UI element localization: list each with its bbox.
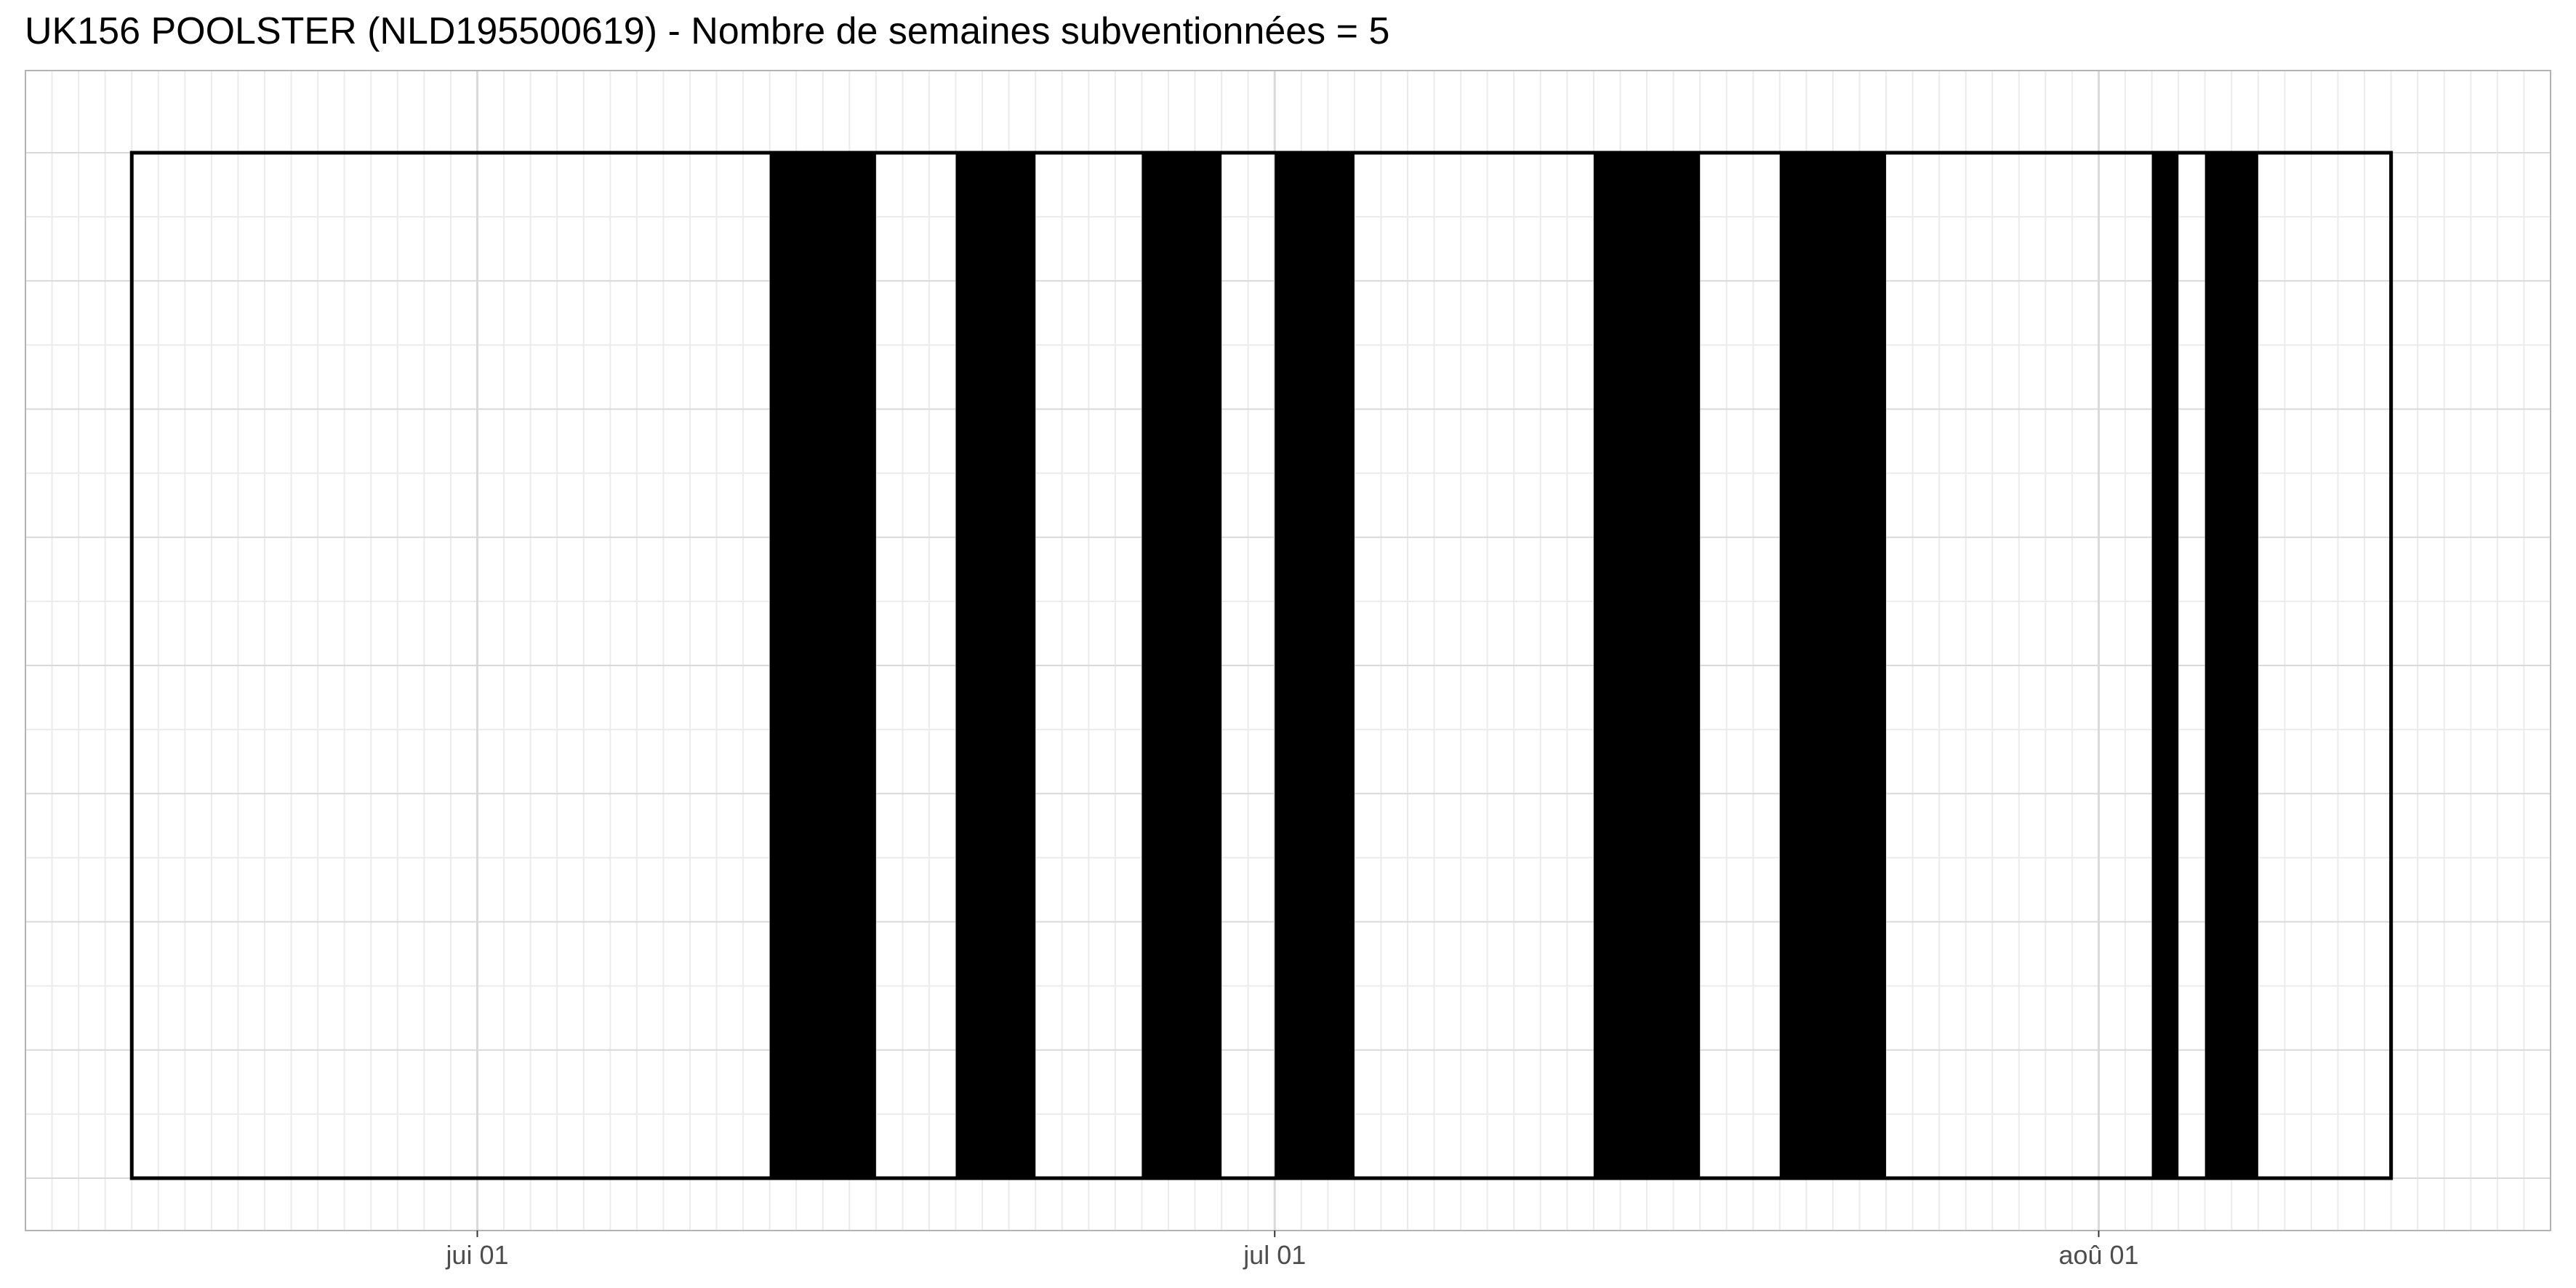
filled-period-bar xyxy=(769,153,876,1178)
filled-period-bar xyxy=(1779,153,1887,1178)
x-tick-label: jui 01 xyxy=(445,1240,508,1270)
filled-period-bar xyxy=(2204,153,2258,1178)
filled-period-bar xyxy=(1275,153,1355,1178)
x-tick-label: jul 01 xyxy=(1243,1240,1306,1270)
filled-period-bar xyxy=(1141,153,1222,1178)
x-tick-label: aoû 01 xyxy=(2058,1240,2138,1270)
panel-border xyxy=(25,70,2551,1231)
period-outline xyxy=(129,151,2394,1180)
axis-ticks-group: jui 01 jul 01 aoû 01 xyxy=(445,1231,2139,1270)
filled-period-bar xyxy=(1593,153,1701,1178)
filled-period-bar xyxy=(955,153,1036,1178)
bars-group xyxy=(769,153,2258,1178)
filled-period-bar xyxy=(2151,153,2179,1178)
chart-title: UK156 POOLSTER (NLD195500619) - Nombre d… xyxy=(25,10,1390,52)
